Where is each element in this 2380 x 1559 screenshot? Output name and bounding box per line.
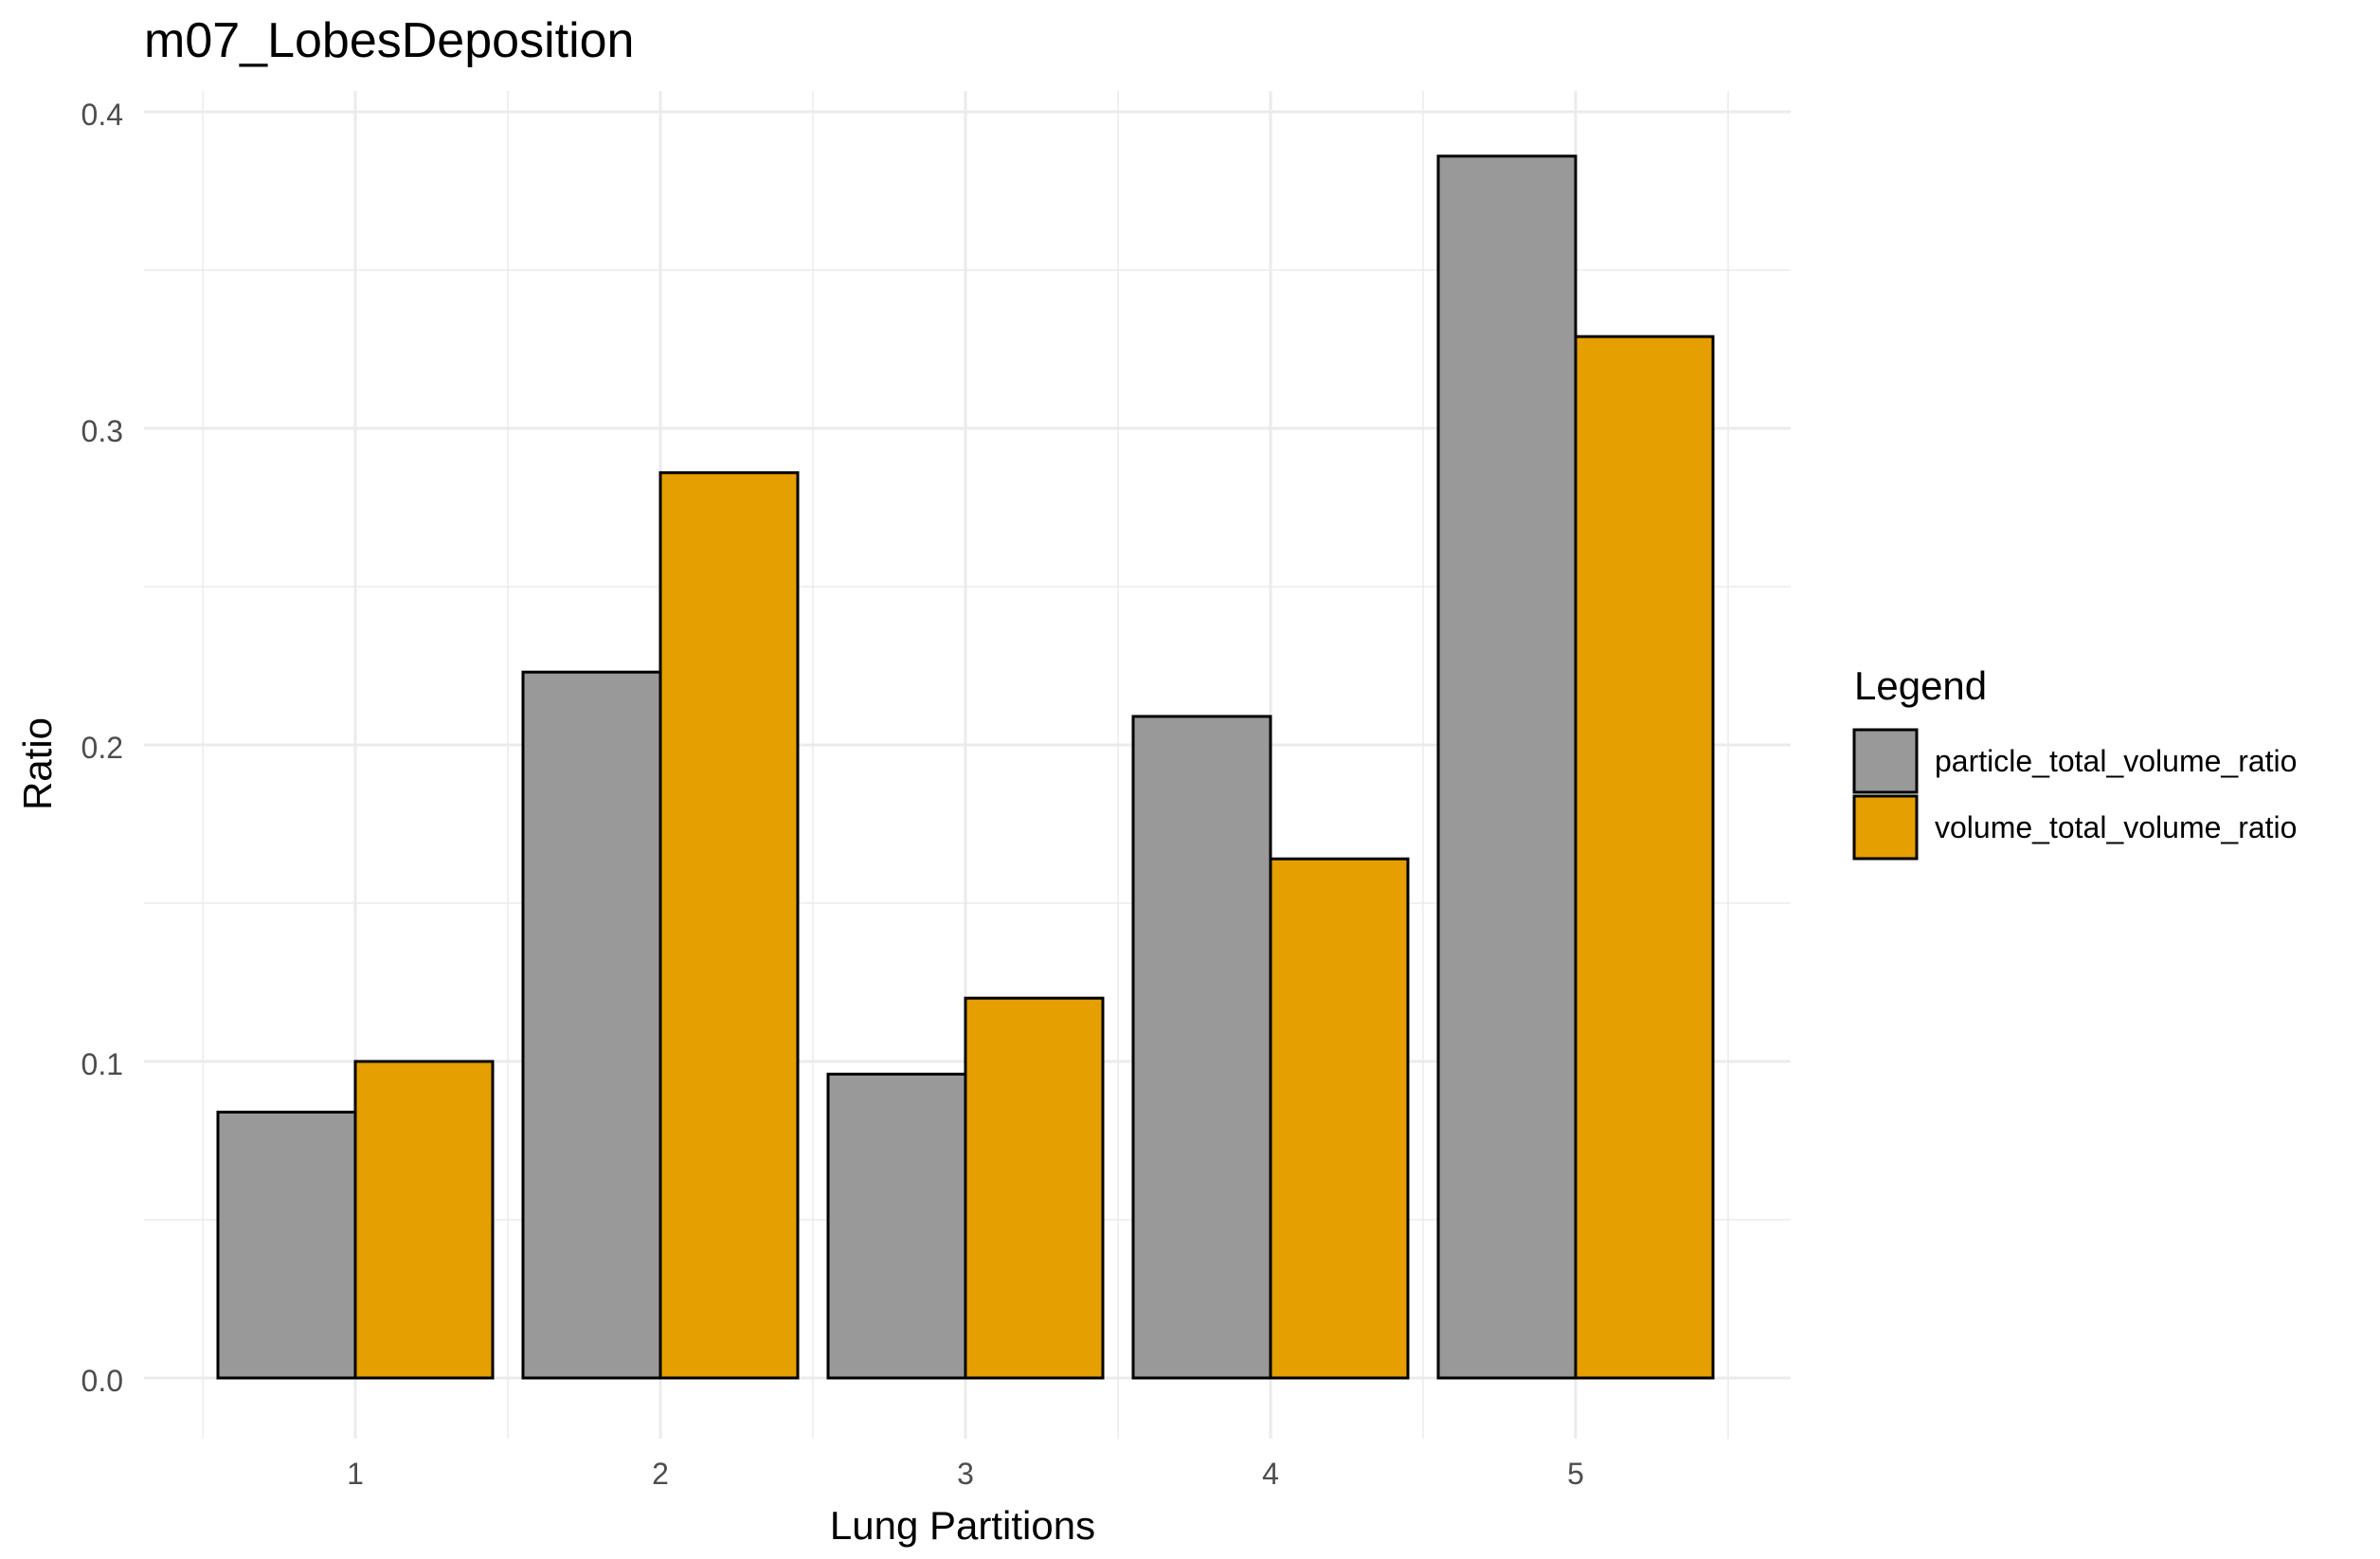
- legend-items: particle_total_volume_ratio volume_total_…: [1852, 728, 2297, 861]
- y-axis-label: Ratio: [15, 717, 60, 810]
- bar-volume_total_volume_ratio-4: [1269, 857, 1410, 1380]
- legend-key-volume_total_volume_ratio: [1852, 794, 1919, 861]
- bar-volume_total_volume_ratio-5: [1574, 335, 1715, 1380]
- bar-particle_total_volume_ratio-1: [216, 1110, 357, 1380]
- x-tick-label: 4: [1262, 1457, 1279, 1491]
- legend-title: Legend: [1854, 663, 1987, 708]
- x-tick-label: 5: [1567, 1457, 1584, 1491]
- bar-volume_total_volume_ratio-1: [353, 1060, 495, 1380]
- x-tick-label: 3: [957, 1457, 974, 1491]
- minor-gridlines: [144, 91, 1791, 1439]
- bar-volume_total_volume_ratio-2: [658, 471, 800, 1380]
- bar-particle_total_volume_ratio-5: [1436, 154, 1578, 1380]
- bar-particle_total_volume_ratio-2: [521, 670, 662, 1380]
- legend-label-particle_total_volume_ratio: particle_total_volume_ratio: [1935, 744, 2297, 778]
- x-axis-label: Lung Partitions: [830, 1503, 1095, 1548]
- y-axis-ticks: 0.0 0.1 0.2 0.3 0.4: [81, 98, 123, 1398]
- x-axis-ticks: 1 2 3 4 5: [347, 1457, 1584, 1491]
- bar-particle_total_volume_ratio-4: [1131, 715, 1272, 1380]
- legend-label-volume_total_volume_ratio: volume_total_volume_ratio: [1935, 810, 2297, 844]
- x-tick-label: 1: [347, 1457, 364, 1491]
- y-tick-label: 0.0: [81, 1364, 123, 1398]
- x-tick-label: 2: [652, 1457, 669, 1491]
- legend-key-particle_total_volume_ratio: [1852, 728, 1919, 794]
- y-tick-label: 0.1: [81, 1047, 123, 1081]
- y-tick-label: 0.3: [81, 414, 123, 448]
- y-tick-label: 0.2: [81, 731, 123, 765]
- chart-title: m07_LobesDeposition: [144, 13, 634, 68]
- bar-series: [216, 154, 1715, 1380]
- bar-particle_total_volume_ratio-3: [826, 1072, 967, 1380]
- bar-volume_total_volume_ratio-3: [964, 996, 1105, 1380]
- y-tick-label: 0.4: [81, 98, 123, 132]
- legend: Legend particle_total_volume_ratiovolume…: [1852, 663, 2297, 861]
